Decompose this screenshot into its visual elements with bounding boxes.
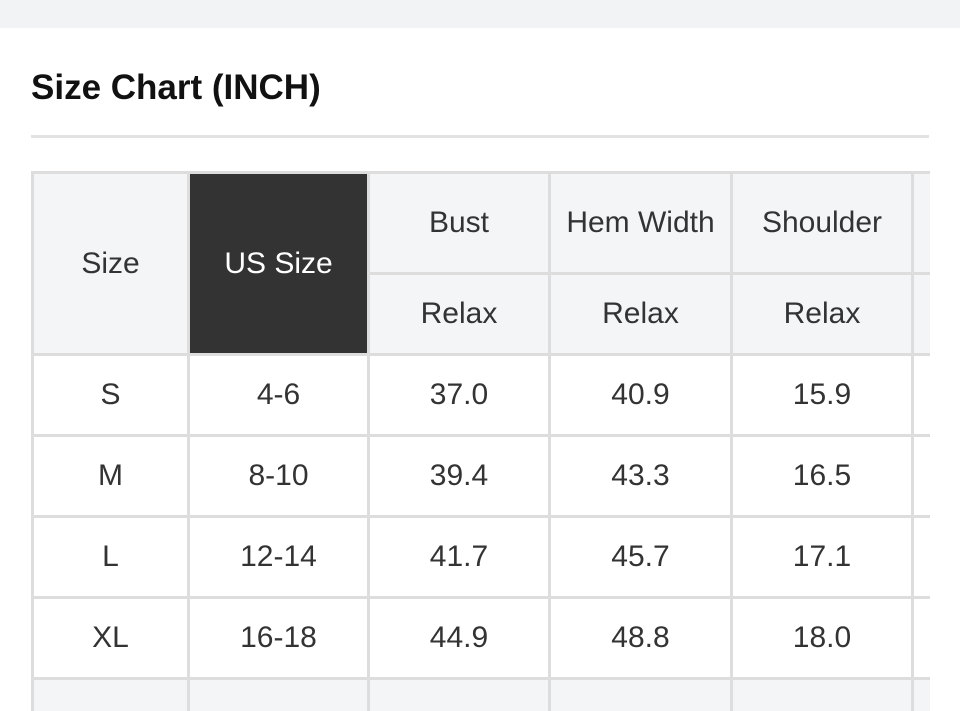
cell bbox=[369, 679, 550, 711]
table-row: L 12-14 41.7 45.7 17.1 bbox=[33, 517, 931, 598]
subheader-extra bbox=[913, 274, 931, 355]
size-chart-container[interactable]: Size US Size Bust Hem Width Shoulder Rel… bbox=[31, 171, 930, 711]
cell-us: 8-10 bbox=[189, 436, 369, 517]
cell bbox=[732, 679, 913, 711]
cell-shoulder: 16.5 bbox=[732, 436, 913, 517]
cell-hem: 45.7 bbox=[550, 517, 732, 598]
header-row: Size US Size Bust Hem Width Shoulder bbox=[33, 173, 931, 274]
header-extra bbox=[913, 173, 931, 274]
subheader-shoulder: Relax bbox=[732, 274, 913, 355]
cell-size: M bbox=[33, 436, 189, 517]
cell-size: XL bbox=[33, 598, 189, 679]
divider bbox=[31, 135, 929, 138]
cell-hem: 43.3 bbox=[550, 436, 732, 517]
cell-bust: 37.0 bbox=[369, 355, 550, 436]
table-row: XL 16-18 44.9 48.8 18.0 bbox=[33, 598, 931, 679]
header-size: Size bbox=[33, 173, 189, 355]
cell-extra bbox=[913, 598, 931, 679]
cell-extra bbox=[913, 355, 931, 436]
cell-size: S bbox=[33, 355, 189, 436]
cell bbox=[189, 679, 369, 711]
cell-shoulder: 15.9 bbox=[732, 355, 913, 436]
cell-size: L bbox=[33, 517, 189, 598]
header-us-size: US Size bbox=[189, 173, 369, 355]
subheader-hem: Relax bbox=[550, 274, 732, 355]
cell-bust: 39.4 bbox=[369, 436, 550, 517]
cell-bust: 44.9 bbox=[369, 598, 550, 679]
size-chart-table: Size US Size Bust Hem Width Shoulder Rel… bbox=[31, 171, 930, 711]
cell bbox=[550, 679, 732, 711]
cell-us: 4-6 bbox=[189, 355, 369, 436]
cell-us: 12-14 bbox=[189, 517, 369, 598]
cell-extra bbox=[913, 436, 931, 517]
subheader-bust: Relax bbox=[369, 274, 550, 355]
cell-hem: 48.8 bbox=[550, 598, 732, 679]
header-bust: Bust bbox=[369, 173, 550, 274]
cell-hem: 40.9 bbox=[550, 355, 732, 436]
header-hem-width: Hem Width bbox=[550, 173, 732, 274]
cell-shoulder: 18.0 bbox=[732, 598, 913, 679]
cell-extra bbox=[913, 517, 931, 598]
cell-bust: 41.7 bbox=[369, 517, 550, 598]
cell bbox=[913, 679, 931, 711]
table-row: S 4-6 37.0 40.9 15.9 bbox=[33, 355, 931, 436]
header-shoulder: Shoulder bbox=[732, 173, 913, 274]
page-title: Size Chart (INCH) bbox=[31, 68, 321, 108]
cell bbox=[33, 679, 189, 711]
cell-shoulder: 17.1 bbox=[732, 517, 913, 598]
table-row: M 8-10 39.4 43.3 16.5 bbox=[33, 436, 931, 517]
cell-us: 16-18 bbox=[189, 598, 369, 679]
top-bar bbox=[0, 0, 960, 28]
table-row-partial bbox=[33, 679, 931, 711]
